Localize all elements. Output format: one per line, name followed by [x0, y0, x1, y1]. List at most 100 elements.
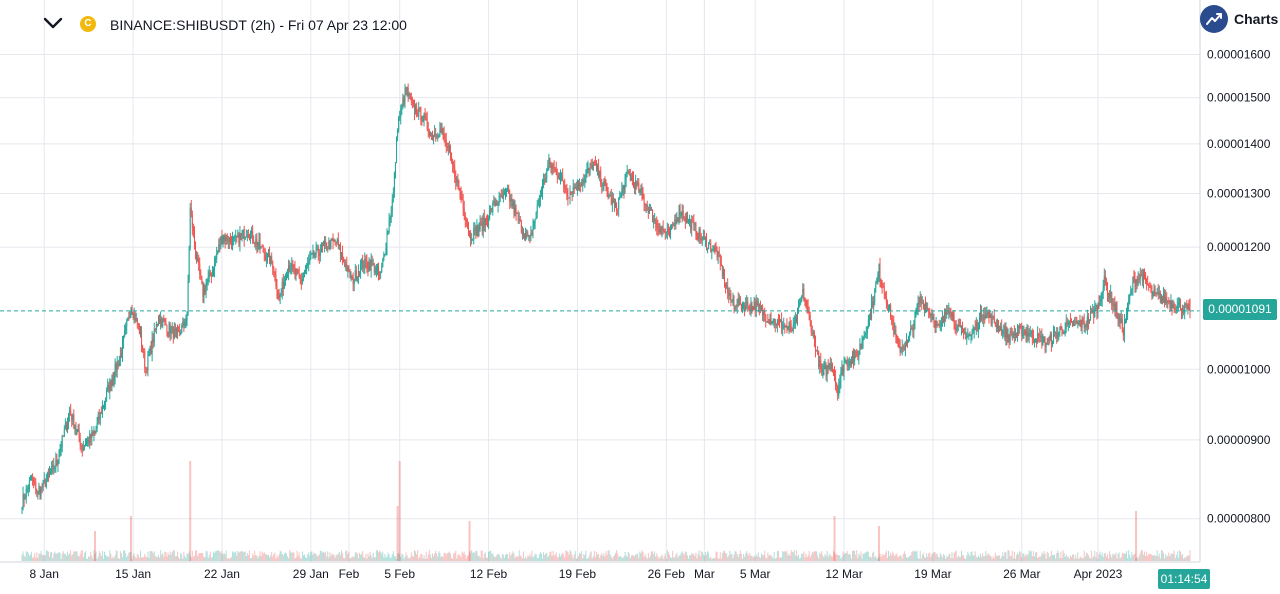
volume-bar — [1097, 558, 1099, 561]
candle-body — [1157, 292, 1159, 294]
volume-bar — [397, 554, 399, 561]
candle-body — [420, 108, 422, 121]
volume-bar — [704, 552, 706, 561]
candle-body — [785, 325, 787, 328]
volume-bar — [765, 557, 767, 561]
candle-body — [691, 221, 693, 230]
volume-bar — [295, 557, 297, 561]
volume-bar — [509, 552, 511, 561]
volume-bar — [988, 554, 990, 561]
candle-body — [206, 282, 208, 286]
candle-body — [280, 291, 282, 295]
volume-bar — [58, 552, 60, 561]
candle-body — [996, 323, 998, 328]
chevron-down-icon[interactable] — [42, 14, 64, 32]
candle-body — [533, 223, 535, 227]
volume-bar — [864, 552, 866, 561]
candle-body — [503, 192, 505, 194]
candle-body — [969, 335, 971, 337]
volume-bar — [859, 555, 861, 561]
candle-body — [180, 333, 182, 335]
candle-body — [319, 251, 321, 256]
candle-body — [350, 276, 352, 279]
candle-body — [750, 303, 752, 311]
volume-bar — [225, 550, 227, 561]
volume-bar — [283, 553, 285, 561]
candle-body — [370, 260, 372, 270]
candle-body — [190, 207, 192, 215]
volume-bar — [187, 553, 189, 561]
volume-bar — [144, 553, 146, 561]
volume-bar — [464, 554, 466, 561]
candle-body — [55, 460, 57, 469]
candle-body — [746, 301, 748, 305]
volume-bar — [910, 555, 912, 561]
candle-body — [1173, 303, 1175, 309]
volume-bar — [619, 555, 621, 561]
candle-body — [643, 196, 645, 204]
candle-body — [600, 170, 602, 185]
candle-body — [439, 128, 441, 136]
volume-bar — [483, 553, 485, 561]
candle-body — [842, 367, 844, 373]
volume-bar — [142, 557, 144, 561]
volume-bar — [291, 552, 293, 561]
candle-body — [714, 246, 716, 249]
volume-bar — [603, 553, 605, 561]
candle-body — [1154, 289, 1156, 293]
candle-body — [630, 176, 632, 181]
volume-bar — [25, 551, 27, 561]
price-axis[interactable]: 0.000016000.000015000.000014000.00001300… — [1207, 47, 1271, 525]
candle-body — [373, 263, 375, 273]
volume-bar — [800, 557, 802, 561]
candle-body — [524, 234, 526, 239]
candle-body — [248, 237, 250, 240]
time-axis[interactable]: 8 Jan 15 Jan 22 Jan 29 Jan Feb 5 Feb 12 Feb 19 … — [30, 567, 1123, 581]
volume-bar — [1035, 552, 1037, 561]
volume-bar — [795, 550, 797, 561]
volume-bar — [1007, 550, 1009, 561]
candle-body — [435, 133, 437, 136]
volume-bar — [912, 551, 914, 561]
candle-body — [433, 135, 435, 139]
candle-body — [681, 211, 683, 215]
candle-body — [215, 258, 217, 261]
volume-bar — [955, 550, 957, 561]
candle-body — [446, 146, 448, 148]
candle-body — [1090, 311, 1092, 320]
volume-bar — [1145, 556, 1147, 561]
volume-bar — [201, 552, 203, 561]
candle-body — [517, 213, 519, 221]
candle-body — [445, 140, 447, 147]
volume-bar — [1080, 556, 1082, 561]
candle-body — [1150, 287, 1152, 289]
volume-bar — [682, 553, 684, 561]
volume-bar — [351, 556, 353, 561]
volume-bar — [875, 555, 877, 561]
brand-badge[interactable]: Charts — [1198, 4, 1280, 34]
candle-body — [76, 430, 78, 432]
volume-bar — [671, 557, 673, 561]
candle-body — [376, 266, 378, 268]
volume-bar — [465, 558, 467, 561]
candle-body — [738, 297, 740, 306]
candle-body — [131, 308, 133, 314]
volume-bar — [1043, 551, 1045, 561]
volume-bar — [243, 551, 245, 561]
volume-bar — [1171, 553, 1173, 561]
volume-bar — [764, 550, 766, 561]
volume-bar — [880, 556, 882, 561]
candle-body — [612, 198, 614, 203]
candle-body — [1048, 338, 1050, 340]
volume-bar — [1186, 556, 1188, 561]
candle-body — [1151, 287, 1153, 296]
x-tick-label: Apr 2023 — [1074, 567, 1123, 581]
volume-bar — [1092, 557, 1094, 561]
candle-body — [481, 222, 483, 232]
candle-body — [51, 466, 53, 473]
volume-bar — [982, 553, 984, 561]
volume-bar — [393, 556, 395, 561]
candle-body — [753, 301, 755, 310]
candle-body — [351, 276, 353, 278]
